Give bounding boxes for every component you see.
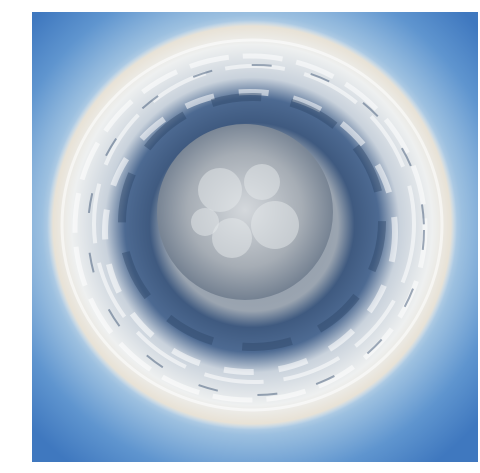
cloud-streaks: [60, 38, 444, 412]
cloud-puffs: [191, 164, 299, 258]
shadow-streaks: [87, 64, 425, 396]
cumulus-core: [157, 124, 333, 300]
